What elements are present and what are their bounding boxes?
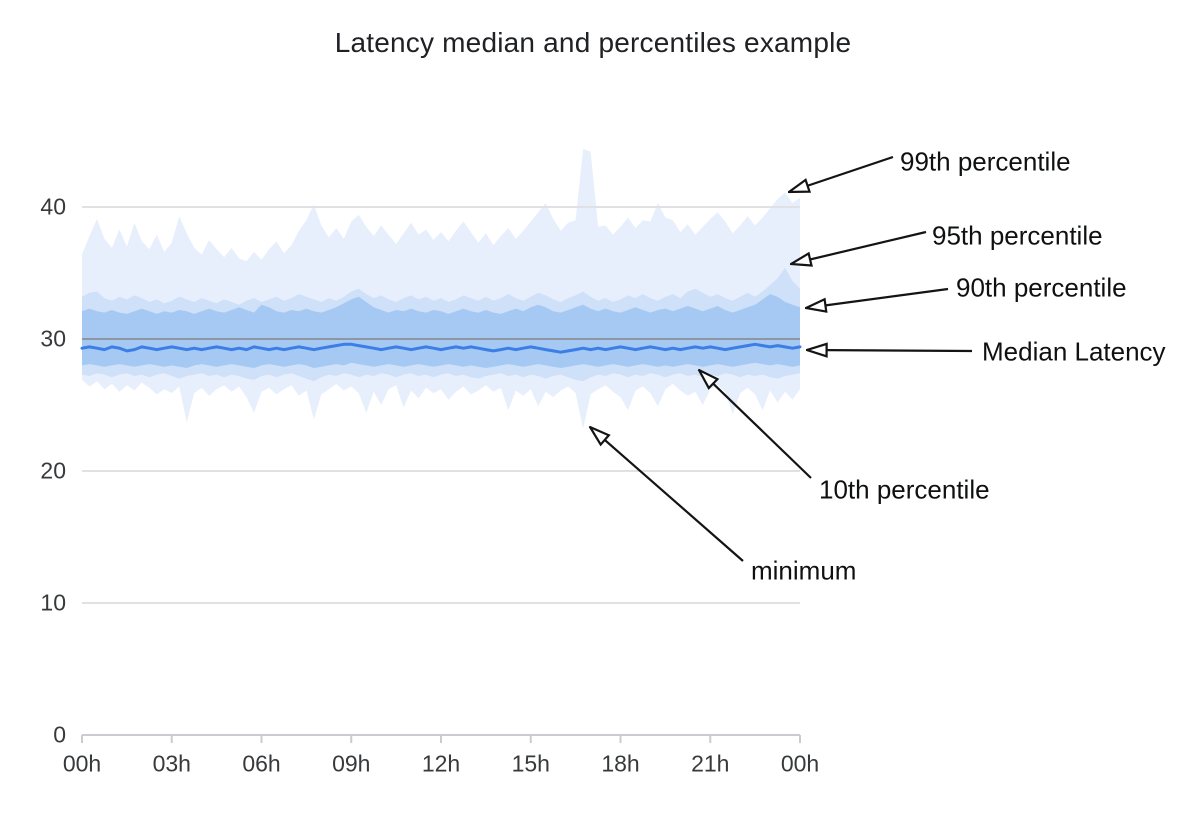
x-axis-tick-label: 21h bbox=[691, 750, 730, 777]
annotation-label: minimum bbox=[751, 555, 857, 586]
x-axis-tick-label: 00h bbox=[62, 750, 102, 777]
y-axis-tick-label: 40 bbox=[40, 193, 66, 220]
y-axis-tick-label: 0 bbox=[53, 721, 66, 748]
x-axis-tick-label: 15h bbox=[511, 750, 550, 777]
band-min-to-p99 bbox=[82, 148, 800, 429]
annotation-arrow-p95 bbox=[791, 230, 927, 264]
x-axis-tick-label: 18h bbox=[601, 750, 640, 777]
annotation-label: Median Latency bbox=[982, 336, 1166, 367]
annotation-label: 90th percentile bbox=[956, 272, 1127, 303]
x-axis-tick-label: 06h bbox=[242, 750, 281, 777]
annotation-arrow-p99 bbox=[789, 155, 894, 192]
y-axis-tick-label: 20 bbox=[40, 457, 66, 484]
x-axis-tick-label: 12h bbox=[421, 750, 461, 777]
annotation-label: 99th percentile bbox=[900, 146, 1071, 177]
y-axis-tick-label: 30 bbox=[40, 325, 66, 352]
annotation-label: 95th percentile bbox=[932, 220, 1103, 251]
x-axis-tick-label: 03h bbox=[152, 750, 191, 777]
y-axis-tick-label: 10 bbox=[40, 589, 66, 616]
annotation-arrow-min bbox=[590, 427, 744, 562]
x-axis-tick-label: 09h bbox=[332, 750, 371, 777]
annotation-arrow-median bbox=[807, 350, 973, 351]
median-line bbox=[80, 342, 802, 354]
chart-title: Latency median and percentiles example bbox=[334, 27, 852, 58]
x-axis-tick-label: 00h bbox=[780, 750, 820, 777]
plot-layer bbox=[80, 148, 973, 743]
annotation-arrow-p10 bbox=[699, 370, 812, 479]
annotation-label: 10th percentile bbox=[819, 474, 990, 505]
annotation-arrow-p90 bbox=[806, 287, 949, 308]
